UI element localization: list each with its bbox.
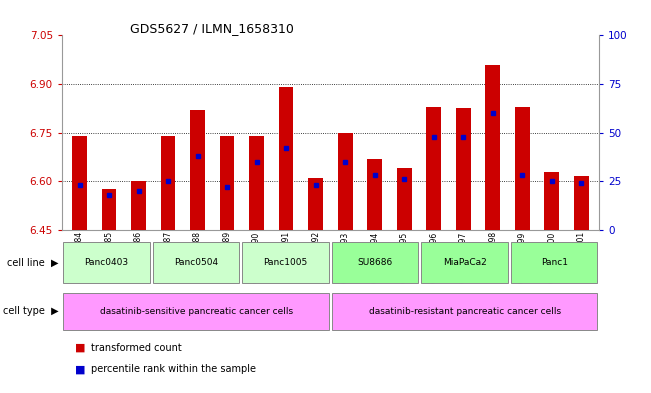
Bar	[485, 64, 500, 230]
Text: ■: ■	[75, 364, 85, 375]
Bar	[132, 181, 146, 230]
Bar	[426, 107, 441, 230]
Bar	[396, 168, 411, 230]
Bar	[574, 176, 589, 230]
Bar	[332, 242, 419, 283]
Bar	[249, 136, 264, 230]
Text: ■: ■	[75, 343, 85, 353]
Bar	[63, 293, 329, 330]
Bar	[332, 293, 598, 330]
Bar	[456, 108, 471, 230]
Bar	[367, 158, 382, 230]
Bar	[338, 132, 352, 230]
Bar	[309, 178, 323, 230]
Text: MiaPaCa2: MiaPaCa2	[443, 258, 486, 267]
Text: cell line  ▶: cell line ▶	[7, 257, 59, 267]
Text: Panc1: Panc1	[541, 258, 568, 267]
Text: cell type  ▶: cell type ▶	[3, 307, 59, 316]
Text: dasatinib-resistant pancreatic cancer cells: dasatinib-resistant pancreatic cancer ce…	[368, 307, 561, 316]
Text: GDS5627 / ILMN_1658310: GDS5627 / ILMN_1658310	[130, 22, 294, 35]
Bar	[161, 136, 176, 230]
Bar	[102, 189, 117, 230]
Text: Panc0504: Panc0504	[174, 258, 218, 267]
Bar	[279, 87, 294, 230]
Text: Panc0403: Panc0403	[85, 258, 129, 267]
Bar	[153, 242, 240, 283]
Text: dasatinib-sensitive pancreatic cancer cells: dasatinib-sensitive pancreatic cancer ce…	[100, 307, 293, 316]
Bar	[63, 242, 150, 283]
Text: transformed count: transformed count	[91, 343, 182, 353]
Text: Panc1005: Panc1005	[264, 258, 308, 267]
Bar	[220, 136, 234, 230]
Bar	[421, 242, 508, 283]
Bar	[544, 171, 559, 230]
Text: percentile rank within the sample: percentile rank within the sample	[91, 364, 256, 375]
Bar	[72, 136, 87, 230]
Bar	[190, 110, 205, 230]
Text: SU8686: SU8686	[357, 258, 393, 267]
Bar	[511, 242, 598, 283]
Bar	[242, 242, 329, 283]
Bar	[515, 107, 529, 230]
